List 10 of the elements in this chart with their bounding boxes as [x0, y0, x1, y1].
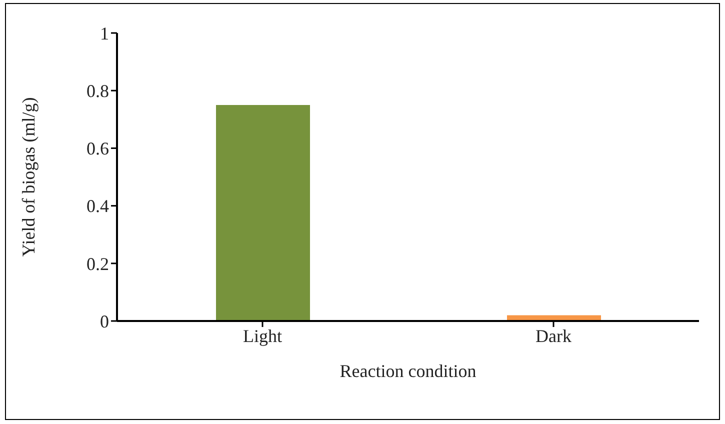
y-axis-title: Yield of biogas (ml/g) [18, 97, 38, 257]
y-tick-label: 0.4 [86, 196, 109, 216]
y-tick-label: 0.8 [86, 80, 109, 101]
y-tick-label: 0 [100, 311, 109, 332]
x-axis-title: Reaction condition [340, 361, 476, 381]
y-tick-label: 1 [100, 23, 109, 44]
x-tick-label: Light [243, 326, 282, 346]
x-tick-label: Dark [536, 326, 572, 346]
y-tick-label: 0.2 [86, 254, 109, 274]
y-tick-label: 0.6 [86, 138, 109, 159]
